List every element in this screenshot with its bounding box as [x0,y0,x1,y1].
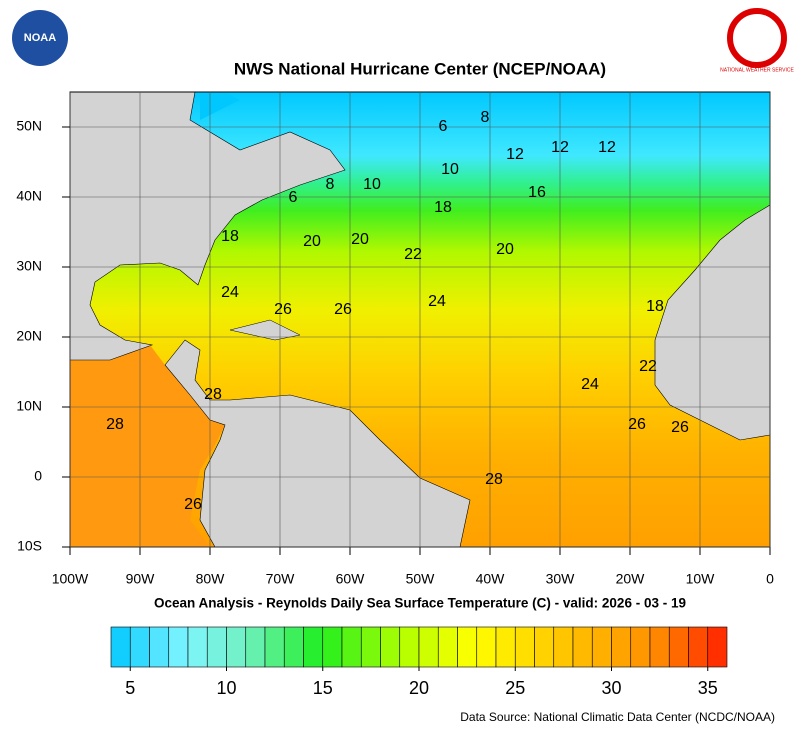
contour-label: 20 [303,233,321,250]
colorbar-box [206,626,227,668]
europe-africa [654,92,770,441]
lat-label: 40N [16,188,42,204]
north-america [70,92,346,361]
lat-label: 50N [16,118,42,134]
colorbar-box [380,626,401,668]
title: NWS National Hurricane Center (NCEP/NOAA… [234,59,606,78]
colorbar-box [495,626,516,668]
lon-label: 10W [686,571,716,587]
colorbar-box [322,626,343,668]
contour-label: 26 [628,416,646,433]
contour-label: 6 [289,189,298,206]
colorbar-box [591,626,612,668]
nws-logo-text: NATIONAL WEATHER SERVICE [720,67,794,73]
contour-label: 28 [106,416,124,433]
lat-label: 10S [17,538,42,554]
colorbar-box [630,626,651,668]
colorbar-label: 35 [698,678,718,698]
cuba [229,319,301,341]
contour-label: 28 [204,386,222,403]
lon-label: 20W [616,571,646,587]
contour-label: 26 [671,419,689,436]
lon-label: 60W [336,571,366,587]
source: Data Source: National Climatic Data Cent… [460,710,775,724]
colorbar-label: 20 [409,678,429,698]
contour-label: 28 [485,471,503,488]
colorbar-box [264,626,285,668]
colorbar-box [360,626,381,668]
lat-label: 30N [16,258,42,274]
lon-label: 30W [546,571,576,587]
lat-label: 0 [34,468,42,484]
caption: Ocean Analysis - Reynolds Daily Sea Surf… [154,596,686,611]
contour-label: 6 [439,118,448,135]
lon-label: 40W [476,571,506,587]
colorbar-box [514,626,535,668]
contour-label: 20 [496,241,514,258]
colorbar-box [418,626,439,668]
colorbar-box [149,626,170,668]
lon-label: 100W [52,571,89,587]
contour-label: 26 [274,301,292,318]
lon-label: 0 [766,571,774,587]
lon-label: 80W [196,571,226,587]
colorbar-box [476,626,497,668]
lat-label: 20N [16,328,42,344]
colorbar-box [168,626,189,668]
contour-label: 18 [221,228,239,245]
contour-label: 12 [506,146,524,163]
colorbar-label: 15 [313,678,333,698]
contour-label: 16 [528,184,546,201]
colorbar-box [688,626,709,668]
colorbar-box [668,626,689,668]
contour-label: 18 [646,298,664,315]
contour-label: 18 [434,199,452,216]
colorbar-box [303,626,324,668]
contour-label: 22 [639,358,657,375]
colorbar-label: 25 [505,678,525,698]
contour-label: 8 [481,109,490,126]
contour-label: 22 [404,246,422,263]
lon-label: 50W [406,571,436,587]
contour-label: 26 [334,301,352,318]
colorbar-label: 10 [216,678,236,698]
contour-label: 8 [326,176,335,193]
lat-label: 10N [16,398,42,414]
colorbar-box [707,626,728,668]
lon-label: 70W [266,571,296,587]
contour-label: 24 [428,293,446,310]
contour-label: 20 [351,231,369,248]
contour-label: 26 [184,496,202,513]
colorbar-box [226,626,247,668]
colorbar-box [437,626,458,668]
colorbar-box [283,626,304,668]
colorbar-label: 30 [601,678,621,698]
contour-label: 10 [363,176,381,193]
nws-logo [727,8,787,68]
colorbar-box [245,626,266,668]
colorbar-label: 5 [125,678,135,698]
colorbar-box [110,626,131,668]
colorbar-box [399,626,420,668]
colorbar-box [457,626,478,668]
colorbar-box [187,626,208,668]
contour-label: 10 [441,161,459,178]
noaa-logo [12,10,68,66]
colorbar-box [534,626,555,668]
colorbar-box [572,626,593,668]
noaa-logo-text: NOAA [24,32,56,44]
colorbar-box [649,626,670,668]
colorbar-box [611,626,632,668]
contour-label: 12 [551,139,569,156]
colorbar-box [553,626,574,668]
lon-label: 90W [126,571,156,587]
central-south-america [164,339,471,547]
colorbar-box [341,626,362,668]
pacific [70,345,225,547]
contour-label: 12 [598,139,616,156]
contour-label: 24 [221,284,239,301]
contour-label: 24 [581,376,599,393]
colorbar-box [129,626,150,668]
